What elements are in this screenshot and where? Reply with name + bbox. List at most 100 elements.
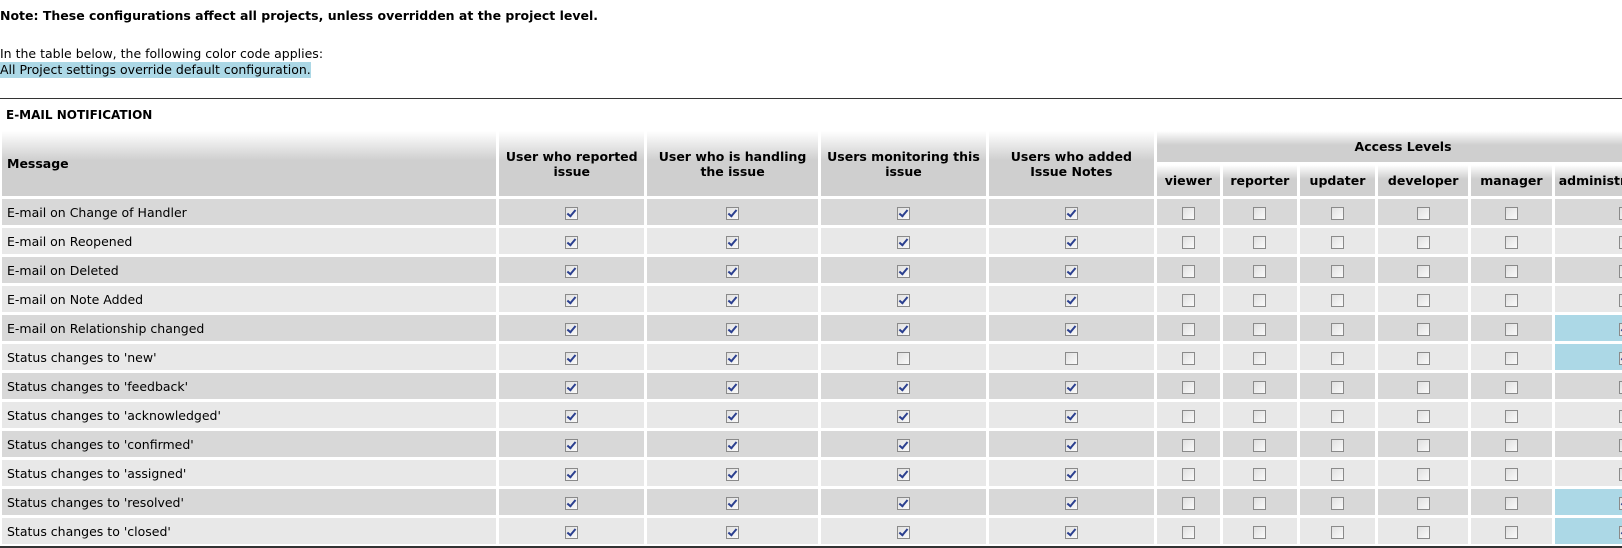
monitoring-checkbox[interactable] [896, 206, 910, 220]
level-manager-checkbox[interactable] [1504, 467, 1518, 481]
monitoring-checkbox[interactable] [896, 351, 910, 365]
level-updater-checkbox[interactable] [1330, 293, 1344, 307]
level-viewer-checkbox[interactable] [1181, 409, 1195, 423]
level-updater-checkbox[interactable] [1330, 525, 1344, 539]
handling-checkbox[interactable] [726, 293, 740, 307]
level-administrator-checkbox[interactable] [1618, 206, 1622, 220]
notes-checkbox[interactable] [1064, 206, 1078, 220]
level-viewer-checkbox[interactable] [1181, 496, 1195, 510]
level-reporter-checkbox[interactable] [1253, 235, 1267, 249]
notes-checkbox[interactable] [1064, 467, 1078, 481]
handling-checkbox[interactable] [726, 525, 740, 539]
handling-checkbox[interactable] [726, 380, 740, 394]
level-manager-checkbox[interactable] [1504, 235, 1518, 249]
level-manager-checkbox[interactable] [1504, 438, 1518, 452]
level-reporter-checkbox[interactable] [1253, 322, 1267, 336]
notes-checkbox[interactable] [1064, 409, 1078, 423]
notes-checkbox[interactable] [1064, 235, 1078, 249]
level-administrator-checkbox[interactable] [1618, 380, 1622, 394]
monitoring-checkbox[interactable] [896, 438, 910, 452]
handling-checkbox[interactable] [726, 467, 740, 481]
reported-checkbox[interactable] [565, 467, 579, 481]
level-reporter-checkbox[interactable] [1253, 496, 1267, 510]
reported-checkbox[interactable] [565, 322, 579, 336]
level-reporter-checkbox[interactable] [1253, 467, 1267, 481]
notes-checkbox[interactable] [1064, 264, 1078, 278]
level-developer-checkbox[interactable] [1416, 525, 1430, 539]
level-manager-checkbox[interactable] [1504, 351, 1518, 365]
level-viewer-checkbox[interactable] [1181, 264, 1195, 278]
level-updater-checkbox[interactable] [1330, 496, 1344, 510]
level-developer-checkbox[interactable] [1416, 206, 1430, 220]
notes-checkbox[interactable] [1064, 380, 1078, 394]
level-administrator-checkbox[interactable] [1618, 322, 1622, 336]
level-reporter-checkbox[interactable] [1253, 351, 1267, 365]
level-manager-checkbox[interactable] [1504, 206, 1518, 220]
reported-checkbox[interactable] [565, 206, 579, 220]
level-updater-checkbox[interactable] [1330, 264, 1344, 278]
level-developer-checkbox[interactable] [1416, 322, 1430, 336]
level-updater-checkbox[interactable] [1330, 235, 1344, 249]
level-viewer-checkbox[interactable] [1181, 293, 1195, 307]
level-viewer-checkbox[interactable] [1181, 206, 1195, 220]
reported-checkbox[interactable] [565, 525, 579, 539]
level-developer-checkbox[interactable] [1416, 351, 1430, 365]
monitoring-checkbox[interactable] [896, 409, 910, 423]
handling-checkbox[interactable] [726, 264, 740, 278]
reported-checkbox[interactable] [565, 264, 579, 278]
level-viewer-checkbox[interactable] [1181, 525, 1195, 539]
level-updater-checkbox[interactable] [1330, 322, 1344, 336]
level-viewer-checkbox[interactable] [1181, 438, 1195, 452]
handling-checkbox[interactable] [726, 235, 740, 249]
level-reporter-checkbox[interactable] [1253, 380, 1267, 394]
level-administrator-checkbox[interactable] [1618, 293, 1622, 307]
level-viewer-checkbox[interactable] [1181, 351, 1195, 365]
level-reporter-checkbox[interactable] [1253, 525, 1267, 539]
handling-checkbox[interactable] [726, 496, 740, 510]
level-updater-checkbox[interactable] [1330, 467, 1344, 481]
level-developer-checkbox[interactable] [1416, 496, 1430, 510]
level-manager-checkbox[interactable] [1504, 525, 1518, 539]
level-developer-checkbox[interactable] [1416, 264, 1430, 278]
level-developer-checkbox[interactable] [1416, 380, 1430, 394]
handling-checkbox[interactable] [726, 322, 740, 336]
level-reporter-checkbox[interactable] [1253, 409, 1267, 423]
reported-checkbox[interactable] [565, 496, 579, 510]
reported-checkbox[interactable] [565, 438, 579, 452]
reported-checkbox[interactable] [565, 293, 579, 307]
level-updater-checkbox[interactable] [1330, 438, 1344, 452]
level-reporter-checkbox[interactable] [1253, 206, 1267, 220]
level-manager-checkbox[interactable] [1504, 264, 1518, 278]
level-reporter-checkbox[interactable] [1253, 264, 1267, 278]
handling-checkbox[interactable] [726, 206, 740, 220]
level-viewer-checkbox[interactable] [1181, 467, 1195, 481]
monitoring-checkbox[interactable] [896, 525, 910, 539]
level-developer-checkbox[interactable] [1416, 438, 1430, 452]
level-updater-checkbox[interactable] [1330, 206, 1344, 220]
level-updater-checkbox[interactable] [1330, 380, 1344, 394]
monitoring-checkbox[interactable] [896, 467, 910, 481]
notes-checkbox[interactable] [1064, 293, 1078, 307]
level-developer-checkbox[interactable] [1416, 293, 1430, 307]
monitoring-checkbox[interactable] [896, 380, 910, 394]
level-manager-checkbox[interactable] [1504, 496, 1518, 510]
notes-checkbox[interactable] [1064, 525, 1078, 539]
level-manager-checkbox[interactable] [1504, 380, 1518, 394]
reported-checkbox[interactable] [565, 351, 579, 365]
monitoring-checkbox[interactable] [896, 322, 910, 336]
level-administrator-checkbox[interactable] [1618, 351, 1622, 365]
level-developer-checkbox[interactable] [1416, 235, 1430, 249]
notes-checkbox[interactable] [1064, 351, 1078, 365]
reported-checkbox[interactable] [565, 235, 579, 249]
level-administrator-checkbox[interactable] [1618, 235, 1622, 249]
monitoring-checkbox[interactable] [896, 293, 910, 307]
monitoring-checkbox[interactable] [896, 496, 910, 510]
level-viewer-checkbox[interactable] [1181, 380, 1195, 394]
reported-checkbox[interactable] [565, 409, 579, 423]
level-manager-checkbox[interactable] [1504, 293, 1518, 307]
monitoring-checkbox[interactable] [896, 264, 910, 278]
level-administrator-checkbox[interactable] [1618, 496, 1622, 510]
notes-checkbox[interactable] [1064, 496, 1078, 510]
level-updater-checkbox[interactable] [1330, 409, 1344, 423]
level-developer-checkbox[interactable] [1416, 467, 1430, 481]
